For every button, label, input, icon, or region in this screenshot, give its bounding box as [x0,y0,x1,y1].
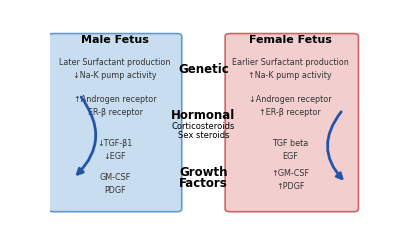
Text: EGF: EGF [282,153,298,161]
Text: Later Surfactant production: Later Surfactant production [60,58,171,67]
Text: Factors: Factors [179,177,228,190]
Text: ↑Androgen receptor: ↑Androgen receptor [74,95,156,104]
Text: ↑PDGF: ↑PDGF [276,182,304,191]
Text: Earlier Surfactant production: Earlier Surfactant production [232,58,349,67]
Text: ↓EGF: ↓EGF [104,153,126,161]
Text: Genetic: Genetic [178,63,229,76]
FancyBboxPatch shape [225,33,358,212]
Text: Hormonal: Hormonal [171,109,236,122]
Text: ↓TGF-β1: ↓TGF-β1 [98,140,133,148]
Text: ↓Na-K pump activity: ↓Na-K pump activity [73,71,157,80]
Text: Female Fetus: Female Fetus [249,35,332,45]
FancyArrowPatch shape [78,97,96,174]
FancyArrowPatch shape [328,112,342,179]
Text: Male Fetus: Male Fetus [81,35,149,45]
Text: ↑Na-K pump activity: ↑Na-K pump activity [248,71,332,80]
Text: Growth: Growth [179,166,228,179]
Text: TGF beta: TGF beta [272,140,308,148]
Text: ↓Androgen receptor: ↓Androgen receptor [249,95,332,104]
Text: ER-β receptor: ER-β receptor [88,108,142,117]
Text: PDGF: PDGF [104,186,126,195]
Text: Sex steroids: Sex steroids [178,131,229,140]
FancyBboxPatch shape [48,33,182,212]
Text: Corticosteroids: Corticosteroids [172,122,235,131]
Text: ↑GM-CSF: ↑GM-CSF [271,169,309,178]
Text: GM-CSF: GM-CSF [100,173,131,182]
Text: ↑ER-β receptor: ↑ER-β receptor [259,108,321,117]
